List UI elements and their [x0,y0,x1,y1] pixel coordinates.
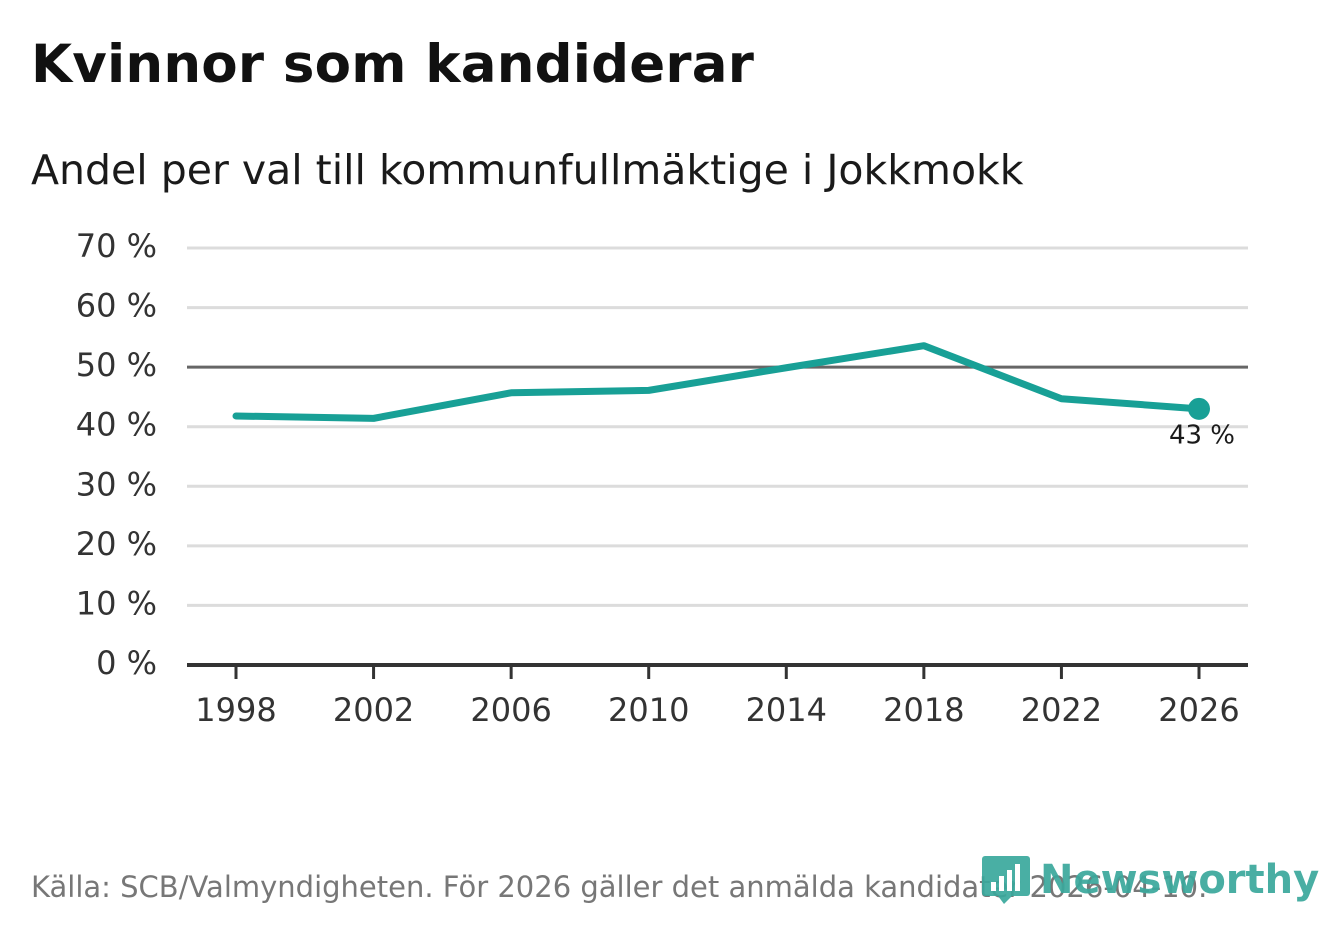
x-tick-label: 2018 [883,691,964,729]
y-tick-label: 10 % [76,584,157,622]
y-tick-label: 20 % [76,525,157,563]
bar-chart-logo-icon [982,856,1030,904]
series-line [232,342,1203,422]
series-layer: 43 % [232,342,1235,450]
end-value-label: 43 % [1169,420,1235,450]
y-axis-labels: 0 % 10 % 20 % 30 % 40 % 50 % 60 % 70 % [76,227,157,682]
grid-lines [187,246,1248,607]
end-point-marker [1188,397,1210,420]
x-tick-label: 2006 [470,691,551,729]
y-tick-label: 40 % [76,406,157,444]
x-tick-label: 2014 [746,691,827,729]
brand-name: Newsworthy [1040,857,1320,903]
y-tick-label: 30 % [76,465,157,503]
x-tick-label: 2026 [1158,691,1239,729]
x-tick-label: 2002 [333,691,414,729]
chart-title: Kvinnor som kandiderar [31,34,755,95]
x-tick-label: 2022 [1021,691,1102,729]
chart-subtitle: Andel per val till kommunfullmäktige i J… [31,146,1024,194]
x-tick-label: 2010 [608,691,689,729]
x-axis-labels: 1998 2002 2006 2010 2014 2018 2022 2026 [195,691,1239,729]
newsworthy-logo: Newsworthy [982,852,1319,908]
y-tick-label: 70 % [76,227,157,265]
y-tick-label: 50 % [76,346,157,384]
y-tick-label: 0 % [96,644,157,682]
y-tick-label: 60 % [76,287,157,325]
x-tick-label: 1998 [195,691,276,729]
x-axis [187,663,1248,679]
